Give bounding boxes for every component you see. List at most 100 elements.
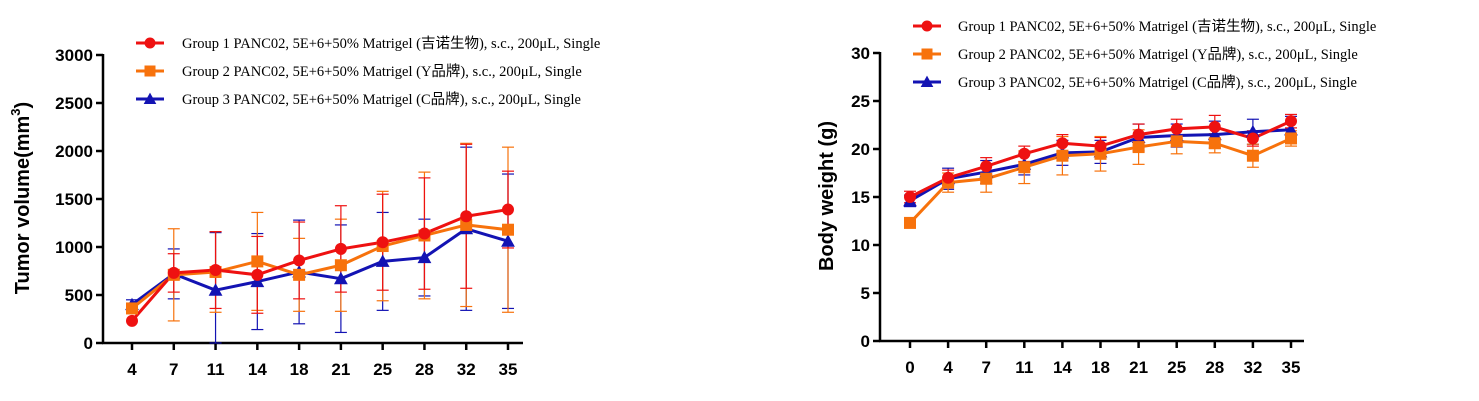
tumor-volume-chart: Group 1 PANC02, 5E+6+50% Matrigel (吉诺生物)… (8, 35, 600, 379)
tumor-y-tick-label-500: 500 (65, 286, 93, 305)
tumor-point-g3-14 (250, 274, 265, 288)
tumor-y-tick-label-1000: 1000 (55, 238, 93, 257)
weight-x-tick-label-0: 0 (905, 358, 914, 377)
weight-point-g1-18 (1094, 140, 1107, 153)
weight-legend-marker-1 (921, 20, 933, 32)
weight-point-g3-35 (1284, 122, 1298, 136)
tumor-point-g2-4 (126, 302, 138, 315)
tumor-x-tick-label-4: 4 (127, 360, 137, 379)
weight-y-tick-label-10: 10 (851, 236, 870, 255)
tumor-point-g2-18 (293, 268, 306, 281)
weight-x-tick-label-25: 25 (1167, 358, 1186, 377)
weight-x-tick-label-18: 18 (1091, 358, 1110, 377)
tumor-x-tick-label-14: 14 (248, 360, 267, 379)
tumor-point-g3-11 (208, 283, 223, 296)
tumor-x-tick-label-21: 21 (331, 360, 350, 379)
tumor-x-tick-label-11: 11 (207, 360, 225, 379)
weight-point-g1-28 (1208, 120, 1221, 133)
tumor-point-g3-21 (333, 271, 348, 285)
tumor-x-tick-label-28: 28 (415, 360, 434, 379)
weight-x-tick-label-4: 4 (943, 358, 953, 377)
tumor-legend-entry-2: Group 2 PANC02, 5E+6+50% Matrigel (Y品牌),… (182, 63, 582, 80)
tumor-point-g1-32 (460, 210, 473, 223)
weight-x-tick-label-14: 14 (1053, 358, 1072, 377)
tumor-series-line-g2 (131, 223, 509, 310)
tumor-series-line-g1 (130, 208, 509, 322)
weight-x-tick-label-32: 32 (1243, 358, 1262, 377)
tumor-point-g1-25 (376, 236, 389, 249)
tumor-point-g1-35 (502, 203, 514, 216)
weight-x-tick-label-28: 28 (1205, 358, 1224, 377)
tumor-x-tick-label-18: 18 (290, 360, 309, 379)
weight-x-tick-label-35: 35 (1282, 358, 1301, 377)
weight-x-tick-label-7: 7 (981, 358, 990, 377)
tumor-point-g1-11 (209, 264, 222, 277)
tumor-point-g1-21 (334, 242, 347, 255)
tumor-point-g1-14 (251, 268, 264, 281)
tumor-legend-entry-3: Group 3 PANC02, 5E+6+50% Matrigel (C品牌),… (182, 91, 581, 108)
tumor-y-tick-label-1500: 1500 (55, 190, 93, 209)
weight-point-g1-21 (1132, 128, 1145, 141)
tumor-x-tick-label-7: 7 (169, 360, 178, 379)
weight-legend-entry-3: Group 3 PANC02, 5E+6+50% Matrigel (C品牌),… (958, 74, 1357, 91)
weight-y-tick-label-15: 15 (851, 188, 870, 207)
weight-point-g2-32 (1246, 149, 1259, 162)
weight-y-tick-label-25: 25 (851, 92, 870, 111)
weight-legend-marker-2 (921, 48, 933, 60)
tumor-point-g2-14 (251, 255, 264, 268)
tumor-x-tick-label-32: 32 (457, 360, 476, 379)
weight-point-g1-14 (1056, 137, 1069, 150)
weight-point-g3-28 (1207, 127, 1222, 141)
weight-x-tick-label-11: 11 (1015, 358, 1033, 377)
tumor-point-g3-28 (417, 250, 432, 264)
tumor-legend-entry-1: Group 1 PANC02, 5E+6+50% Matrigel (吉诺生物)… (182, 35, 600, 52)
weight-legend-entry-2: Group 2 PANC02, 5E+6+50% Matrigel (Y品牌),… (958, 46, 1358, 63)
tumor-point-g1-4 (126, 314, 138, 327)
weight-y-tick-label-0: 0 (861, 332, 870, 351)
tumor-legend: Group 1 PANC02, 5E+6+50% Matrigel (吉诺生物)… (136, 35, 600, 108)
weight-point-g1-25 (1170, 122, 1183, 135)
weight-y-tick-label-30: 30 (851, 44, 870, 63)
tumor-y-tick-label-2500: 2500 (55, 94, 93, 113)
weight-legend-marker-3 (920, 75, 934, 88)
weight-y-axis-label: Body weight (g) (816, 121, 838, 271)
weight-point-g2-25 (1170, 135, 1183, 148)
weight-legend: Group 1 PANC02, 5E+6+50% Matrigel (吉诺生物)… (913, 18, 1376, 91)
weight-legend-entry-1: Group 1 PANC02, 5E+6+50% Matrigel (吉诺生物)… (958, 18, 1376, 35)
tumor-legend-marker-3 (143, 92, 157, 105)
tumor-legend-marker-2 (144, 65, 156, 77)
tumor-y-axis-label: Tumor volume(mm3) (8, 102, 34, 294)
tumor-y-tick-label-0: 0 (84, 334, 93, 353)
tumor-y-tick-label-3000: 3000 (55, 46, 93, 65)
tumor-y-tick-label-2000: 2000 (55, 142, 93, 161)
tumor-point-g2-35 (502, 223, 514, 236)
tumor-point-g2-32 (460, 218, 473, 231)
weight-point-g1-11 (1018, 147, 1031, 160)
tumor-x-tick-label-35: 35 (499, 360, 518, 379)
tumor-point-g3-25 (375, 254, 390, 267)
weight-x-tick-label-21: 21 (1129, 358, 1148, 377)
tumor-point-g1-7 (167, 266, 180, 279)
weight-point-g2-21 (1132, 141, 1145, 154)
weight-y-tick-label-5: 5 (861, 284, 870, 303)
tumor-point-g1-18 (293, 254, 306, 267)
body-weight-chart: Group 1 PANC02, 5E+6+50% Matrigel (吉诺生物)… (816, 18, 1376, 377)
tumor-legend-marker-1 (144, 37, 156, 49)
weight-point-g2-7 (980, 172, 993, 185)
weight-point-g1-35 (1285, 115, 1297, 128)
tumor-x-tick-label-25: 25 (373, 360, 392, 379)
weight-point-g2-11 (1018, 161, 1031, 174)
weight-y-tick-label-20: 20 (851, 140, 870, 159)
tumor-point-g3-35 (501, 234, 515, 247)
tumor-series-line-g3 (131, 227, 509, 306)
weight-point-g2-35 (1285, 132, 1297, 145)
weight-point-g2-28 (1208, 137, 1221, 150)
weight-point-g1-7 (980, 160, 993, 173)
weight-point-g1-32 (1246, 132, 1259, 145)
tumor-point-g1-28 (418, 227, 431, 240)
weight-point-g2-0 (904, 216, 916, 229)
weight-point-g2-14 (1056, 149, 1069, 162)
weight-point-g1-4 (942, 171, 955, 184)
tumor-point-g2-21 (334, 259, 347, 272)
